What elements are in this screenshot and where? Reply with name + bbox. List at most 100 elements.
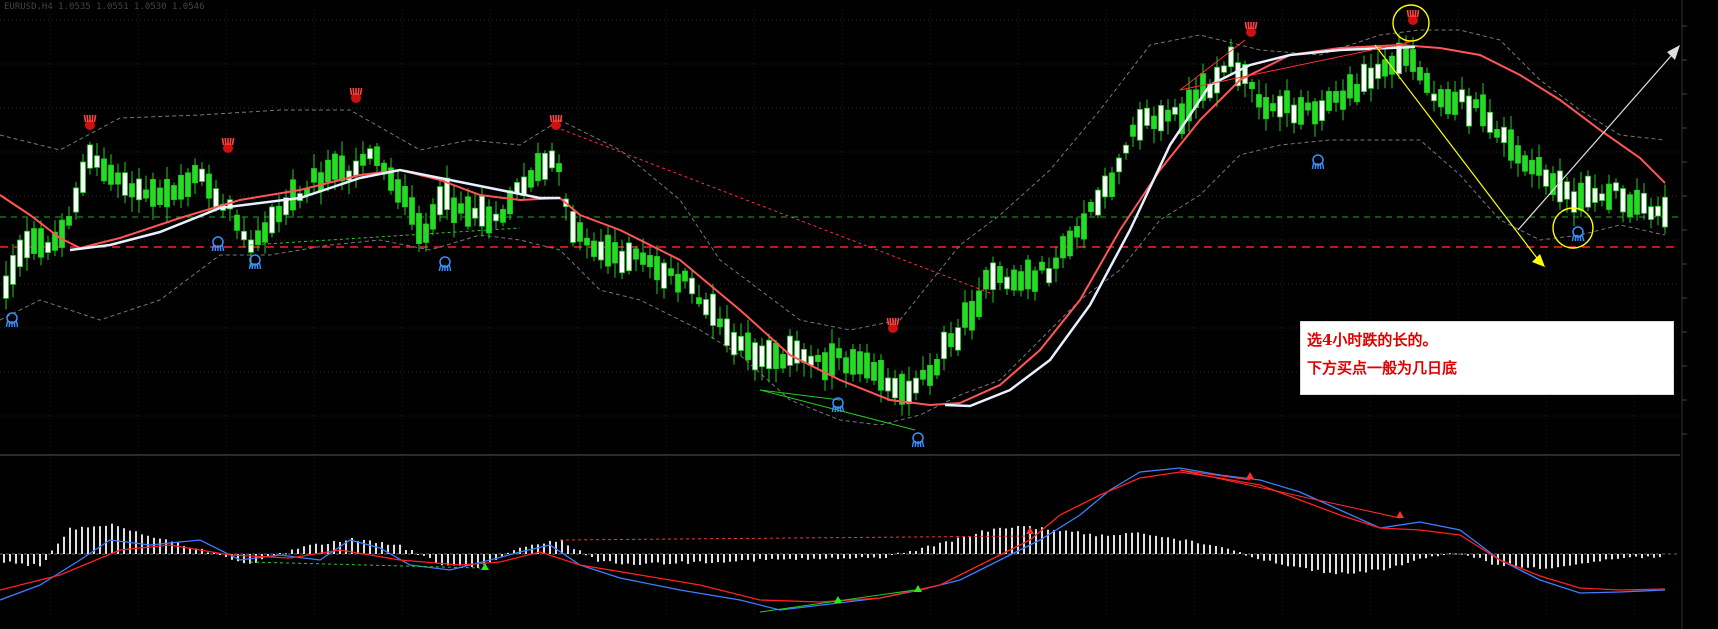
macd-histogram-bar bbox=[1527, 554, 1529, 568]
macd-histogram-bar bbox=[15, 554, 17, 564]
red-hand-finger bbox=[549, 114, 553, 123]
macd-histogram-bar bbox=[381, 542, 383, 554]
candle-body bbox=[1557, 170, 1563, 203]
macd-histogram-bar bbox=[1149, 535, 1151, 554]
macd-histogram-bar bbox=[489, 554, 491, 563]
macd-histogram-bar bbox=[117, 526, 119, 554]
macd-histogram-bar bbox=[1659, 554, 1661, 558]
macd-histogram-bar bbox=[1623, 554, 1625, 559]
candle-body bbox=[122, 172, 128, 196]
macd-histogram-bar bbox=[243, 554, 245, 564]
macd-histogram-bar bbox=[501, 554, 503, 557]
candle-body bbox=[1277, 95, 1283, 118]
chart-header-text: EURUSD,H4 1.0535 1.0551 1.0530 1.0546 bbox=[4, 2, 205, 12]
candle-body bbox=[24, 230, 30, 259]
macd-histogram-bar bbox=[945, 541, 947, 554]
red-hand-finger bbox=[886, 317, 890, 326]
macd-histogram-bar bbox=[411, 550, 413, 554]
macd-histogram-bar bbox=[711, 554, 713, 564]
candle-body bbox=[787, 335, 793, 366]
macd-histogram-bar bbox=[1533, 554, 1535, 568]
macd-histogram-bar bbox=[1437, 554, 1439, 557]
macd-histogram-bar bbox=[1599, 554, 1601, 562]
candle-body bbox=[976, 290, 982, 318]
candle-body bbox=[1102, 175, 1108, 198]
candle-body bbox=[1179, 103, 1185, 135]
blue-hand-finger bbox=[258, 262, 262, 270]
candle-body bbox=[325, 159, 331, 183]
macd-histogram-bar bbox=[1245, 554, 1247, 556]
candle-body bbox=[402, 186, 408, 208]
macd-histogram-bar bbox=[1563, 554, 1565, 567]
candle-body bbox=[514, 182, 520, 194]
macd-histogram-bar bbox=[867, 554, 869, 558]
macd-histogram-bar bbox=[3, 554, 5, 563]
macd-histogram-bar bbox=[813, 554, 815, 559]
macd-histogram-bar bbox=[615, 554, 617, 564]
macd-histogram-bar bbox=[303, 546, 305, 554]
red-hand-finger bbox=[357, 87, 360, 96]
candle-body bbox=[1347, 74, 1353, 99]
red-hand-icon bbox=[1406, 9, 1420, 25]
blue-hand-icon bbox=[1311, 154, 1325, 170]
candle-body bbox=[815, 354, 821, 363]
candle-body bbox=[682, 270, 688, 282]
candle-body bbox=[507, 190, 513, 215]
candle-body bbox=[1571, 191, 1577, 213]
macd-histogram-bar bbox=[21, 554, 23, 564]
macd-histogram-bar bbox=[1407, 554, 1409, 563]
macd-histogram-bar bbox=[1053, 529, 1055, 554]
macd-histogram-bar bbox=[1143, 533, 1145, 554]
candle-body bbox=[689, 277, 695, 295]
macd-histogram-bar bbox=[585, 554, 587, 556]
macd-histogram-bar bbox=[1101, 534, 1103, 554]
macd-histogram-bar bbox=[1233, 550, 1235, 554]
arrow-up-white bbox=[1517, 47, 1679, 231]
candle-body bbox=[1123, 144, 1129, 154]
macd-histogram-bar bbox=[417, 554, 419, 555]
macd-trendline-red-dashed bbox=[559, 535, 1031, 541]
macd-histogram-bar bbox=[1353, 554, 1355, 574]
candle-body bbox=[1585, 175, 1591, 208]
candle-body bbox=[997, 266, 1003, 284]
candle-body bbox=[864, 352, 870, 379]
macd-histogram-bar bbox=[375, 543, 377, 554]
red-hand-palm bbox=[888, 323, 898, 333]
candle-body bbox=[94, 155, 100, 168]
macd-histogram-bar bbox=[1179, 540, 1181, 554]
candle-body bbox=[703, 299, 709, 316]
arrow-head-white bbox=[1667, 45, 1680, 60]
red-hand-palm bbox=[223, 143, 233, 153]
macd-histogram-bar bbox=[57, 543, 59, 554]
candle-body bbox=[458, 203, 464, 214]
macd-histogram-bar bbox=[465, 554, 467, 567]
candle-body bbox=[87, 144, 93, 169]
macd-histogram-bar bbox=[435, 554, 437, 564]
blue-hand-finger bbox=[914, 440, 917, 448]
candle-body bbox=[1473, 99, 1479, 109]
macd-histogram-bar bbox=[1281, 554, 1283, 565]
macd-histogram-bar bbox=[315, 543, 317, 554]
macd-histogram-bar bbox=[1365, 554, 1367, 573]
red-hand-finger bbox=[1416, 9, 1420, 18]
blue-hand-finger bbox=[5, 320, 9, 328]
macd-histogram-bar bbox=[831, 554, 833, 558]
candle-body bbox=[633, 248, 639, 260]
macd-histogram-bar bbox=[993, 528, 995, 554]
macd-histogram-bar bbox=[1317, 554, 1319, 570]
macd-histogram-bar bbox=[1131, 532, 1133, 554]
macd-histogram-bar bbox=[1425, 554, 1427, 559]
macd-histogram-bar bbox=[783, 554, 785, 560]
candle-body bbox=[647, 255, 653, 268]
macd-histogram-bar bbox=[483, 554, 485, 565]
candle-body bbox=[1249, 81, 1255, 90]
macd-histogram-bar bbox=[741, 554, 743, 561]
red-hand-palm bbox=[551, 120, 561, 130]
macd-histogram-bar bbox=[1491, 554, 1493, 565]
macd-histogram-bar bbox=[807, 554, 809, 560]
candle-body bbox=[353, 160, 359, 176]
candle-body bbox=[1599, 193, 1605, 201]
red-hand-icon bbox=[349, 87, 363, 103]
macd-histogram-bar bbox=[981, 530, 983, 554]
candle-body bbox=[465, 196, 471, 227]
